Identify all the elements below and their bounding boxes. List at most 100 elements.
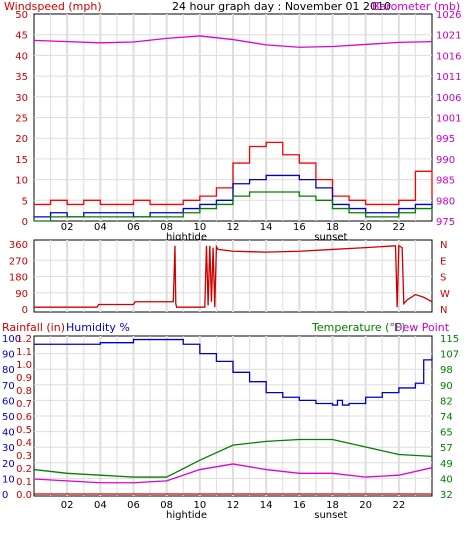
rain-y-tick-label: 0.9 xyxy=(16,373,32,384)
barometer-y-tick-label: 980 xyxy=(436,196,455,207)
wind-y-tick-label: 0 xyxy=(22,217,28,228)
humidity-x-tick-label: 18 xyxy=(326,500,339,511)
temperature-y-tick-label: 65 xyxy=(440,428,453,439)
humidity-y-tick-label: 10 xyxy=(2,474,15,485)
temperature-y-tick-label: 98 xyxy=(440,365,453,376)
barometer-y-tick-label: 975 xyxy=(436,217,455,228)
humidity-x-tick-label: 16 xyxy=(293,500,306,511)
humidity-y-tick-label: 50 xyxy=(2,412,15,423)
temperature-y-tick-label: 32 xyxy=(440,490,453,501)
humidity-x-tick-label: 02 xyxy=(61,500,74,511)
wind-y-tick-label: 5 xyxy=(22,196,28,207)
wind-gust-series-line xyxy=(34,141,433,206)
barometer-y-tick-label: 1026 xyxy=(436,10,461,21)
wind-x-tick-label: 06 xyxy=(127,222,140,233)
direction-compass-tick-label: N xyxy=(440,240,447,251)
rain-y-tick-label: 0.5 xyxy=(16,425,32,436)
barometer-y-tick-label: 1011 xyxy=(436,72,461,83)
humidity-axis-label: Humidity % xyxy=(66,321,130,334)
direction-y-tick-label: 360 xyxy=(9,240,28,251)
wind-x-tick-label: 18 xyxy=(326,222,339,233)
direction-y-tick-label: 180 xyxy=(9,273,28,284)
direction-series-line xyxy=(34,244,433,308)
humidity-x-tick-label: 14 xyxy=(260,500,273,511)
wind-x-tick-label: 22 xyxy=(392,222,405,233)
wind-y-tick-label: 15 xyxy=(15,155,28,166)
rain-y-tick-label: 1.1 xyxy=(16,347,32,358)
humidity-series-line xyxy=(34,338,433,406)
humidity-x-tick-label: 08 xyxy=(160,500,173,511)
humidity-y-tick-label: 40 xyxy=(2,428,15,439)
wind-y-tick-label: 50 xyxy=(15,10,28,21)
wind-y-tick-label: 20 xyxy=(15,134,28,145)
wind-y-tick-label: 30 xyxy=(15,93,28,104)
rain-y-tick-label: 0.0 xyxy=(16,490,32,501)
wind-axis-label: Windspeed (mph) xyxy=(4,0,102,13)
wind-x-tick-label: 08 xyxy=(160,222,173,233)
rainfall-axis-label: Rainfall (in) xyxy=(2,321,65,334)
direction-compass-tick-label: E xyxy=(440,256,446,267)
temperature-series-line xyxy=(33,438,433,478)
wind-y-tick-label: 35 xyxy=(15,72,28,83)
temperature-y-tick-label: 40 xyxy=(440,474,453,485)
humidity-x-tick-label: 12 xyxy=(227,500,240,511)
wind-x-tick-label: 20 xyxy=(359,222,372,233)
humidity-y-tick-label: 70 xyxy=(2,381,15,392)
humidity-y-tick-label: 20 xyxy=(2,459,15,470)
barometer-y-tick-label: 990 xyxy=(436,155,455,166)
dewpoint-axis-label: Dew Point xyxy=(394,321,450,334)
humidity-x-tick-label: 04 xyxy=(94,500,107,511)
wind-speed-series-line xyxy=(34,174,433,218)
barometer-y-tick-label: 1016 xyxy=(436,51,461,62)
rain-y-tick-label: 0.1 xyxy=(16,477,32,488)
wind-avg-series-line xyxy=(34,191,433,222)
barometer-y-tick-label: 1021 xyxy=(436,31,461,42)
rain-y-tick-label: 0.2 xyxy=(16,464,32,475)
barometer-y-tick-label: 1001 xyxy=(436,114,461,125)
wind-marker-hightide: hightide xyxy=(166,232,207,243)
dewpoint-series-line xyxy=(33,463,433,484)
temperature-y-tick-label: 90 xyxy=(440,381,453,392)
direction-y-tick-label: 270 xyxy=(9,256,28,267)
temperature-y-tick-label: 107 xyxy=(440,350,459,361)
wind-x-tick-label: 16 xyxy=(293,222,306,233)
humidity-y-tick-label: 100 xyxy=(2,334,21,345)
rain-y-tick-label: 1.0 xyxy=(16,360,32,371)
humidity-y-tick-label: 60 xyxy=(2,396,15,407)
rain-y-tick-label: 0.6 xyxy=(16,412,32,423)
rain-y-tick-label: 1.2 xyxy=(16,334,32,345)
wind-x-tick-label: 04 xyxy=(94,222,107,233)
temperature-y-tick-label: 74 xyxy=(440,412,453,423)
barometer-axis-label: Barometer (mb) xyxy=(372,0,460,13)
barometer-y-tick-label: 985 xyxy=(436,176,455,187)
rain-y-tick-label: 0.8 xyxy=(16,386,32,397)
wind-x-tick-label: 10 xyxy=(193,222,206,233)
direction-y-tick-label: 90 xyxy=(15,289,28,300)
direction-compass-tick-label: W xyxy=(440,289,450,300)
humidity-y-tick-label: 90 xyxy=(2,350,15,361)
humidity-x-tick-label: 20 xyxy=(359,500,372,511)
wind-y-tick-label: 10 xyxy=(15,176,28,187)
wind-x-tick-label: 02 xyxy=(61,222,74,233)
temperature-y-tick-label: 49 xyxy=(440,459,453,470)
rain-y-tick-label: 0.7 xyxy=(16,399,32,410)
wind-x-tick-label: 12 xyxy=(227,222,240,233)
direction-y-tick-label: 0 xyxy=(22,305,28,316)
humidity-marker-hightide: hightide xyxy=(166,510,207,521)
temperature-y-tick-label: 82 xyxy=(440,396,453,407)
temperature-y-tick-label: 57 xyxy=(440,443,453,454)
barometer-series-line xyxy=(33,35,433,48)
wind-x-tick-label: 14 xyxy=(260,222,273,233)
humidity-y-tick-label: 30 xyxy=(2,443,15,454)
wind-y-tick-label: 25 xyxy=(15,114,28,125)
humidity-y-tick-label: 0 xyxy=(2,490,8,501)
barometer-y-tick-label: 1006 xyxy=(436,93,461,104)
wind-marker-sunset: sunset xyxy=(314,232,347,243)
wind-y-tick-label: 40 xyxy=(15,51,28,62)
humidity-x-tick-label: 10 xyxy=(193,500,206,511)
humidity-marker-sunset: sunset xyxy=(314,510,347,521)
wind-y-tick-label: 45 xyxy=(15,31,28,42)
direction-compass-tick-label: S xyxy=(440,273,446,284)
